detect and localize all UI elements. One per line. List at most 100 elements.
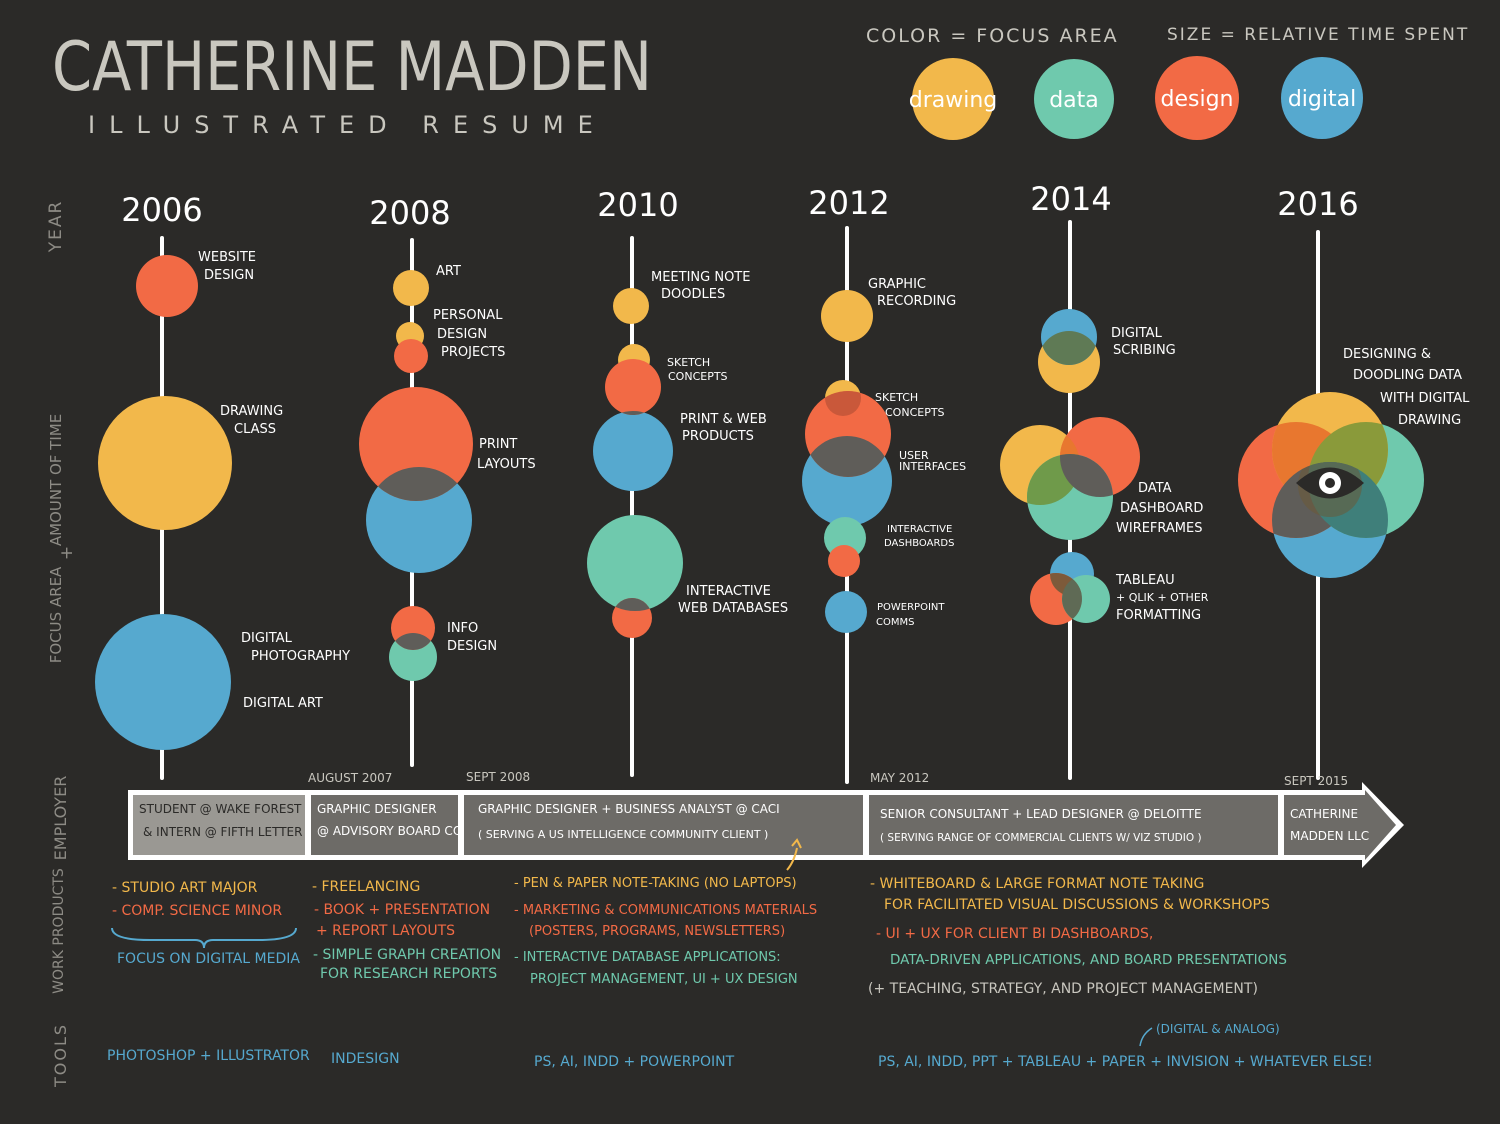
bubble-labels: WEBSITE DESIGN DRAWING CLASS DIGITAL PHOTOG…	[198, 250, 1470, 711]
svg-text:WIREFRAMES: WIREFRAMES	[1116, 521, 1203, 536]
wp-project-mgmt: PROJECT MANAGEMENT, UI + UX DESIGN	[530, 972, 798, 987]
label-dashboard-wireframes: DATA DASHBOARD WIREFRAMES	[1116, 481, 1203, 536]
tools-2006: PHOTOSHOP + ILLUSTRATOR	[107, 1048, 310, 1064]
label-personal-projects: PERSONAL DESIGN PROJECTS	[433, 308, 505, 360]
row-label-amount: AMOUNT OF TIME	[47, 414, 65, 546]
employer-dates: AUGUST 2007 SEPT 2008 MAY 2012 SEPT 2015	[308, 770, 1348, 788]
bubble-interactive-web-data	[587, 515, 683, 611]
svg-text:WEB DATABASES: WEB DATABASES	[678, 601, 788, 616]
wp-comp-science: - COMP. SCIENCE MINOR	[112, 903, 282, 919]
legend-label-drawing: drawing	[909, 88, 998, 113]
legend-label-digital: digital	[1288, 87, 1356, 112]
label-tableau: TABLEAU + QLIK + OTHER FORMATTING	[1115, 573, 1209, 623]
svg-text:CLASS: CLASS	[234, 422, 276, 437]
employer-text: STUDENT @ WAKE FOREST & INTERN @ FIFTH L…	[139, 802, 1369, 844]
svg-text:DRAWING: DRAWING	[220, 404, 283, 419]
svg-text:DOODLES: DOODLES	[661, 287, 725, 302]
svg-text:DASHBOARD: DASHBOARD	[1120, 501, 1203, 516]
svg-text:LAYOUTS: LAYOUTS	[477, 457, 536, 472]
label-art: ART	[436, 264, 461, 279]
brace-icon	[111, 927, 297, 949]
column-2010	[587, 288, 683, 638]
row-label-focus: FOCUS AREA	[47, 566, 65, 663]
label-drawing-class: DRAWING CLASS	[220, 404, 283, 437]
label-digital-scribing: DIGITAL SCRIBING	[1111, 326, 1176, 358]
bubble-user-interfaces-overlap	[805, 436, 891, 477]
svg-text:PRINT & WEB: PRINT & WEB	[680, 412, 767, 427]
label-graphic-recording: GRAPHIC RECORDING	[868, 277, 956, 309]
svg-text:PROJECTS: PROJECTS	[441, 345, 505, 360]
row-labels: YEAR AMOUNT OF TIME + FOCUS AREA EMPLOYE…	[46, 200, 77, 1088]
employer-4-line-1: SENIOR CONSULTANT + LEAD DESIGNER @ DELO…	[880, 807, 1202, 821]
row-label-employer: EMPLOYER	[51, 776, 70, 861]
date-aug-2007: AUGUST 2007	[308, 771, 392, 785]
svg-text:ART: ART	[436, 264, 461, 279]
employer-1-line-1: STUDENT @ WAKE FOREST	[139, 802, 302, 816]
employer-arrow	[128, 782, 1404, 868]
svg-text:DOODLING DATA: DOODLING DATA	[1353, 368, 1462, 383]
bubble-digital-photography	[95, 614, 231, 750]
svg-text:FORMATTING: FORMATTING	[1116, 608, 1201, 623]
svg-text:DESIGN: DESIGN	[437, 327, 487, 342]
resume-title: CATHERINE MADDEN	[52, 28, 652, 107]
employer-box-5	[1284, 790, 1396, 860]
label-print-layouts: PRINT LAYOUTS	[477, 437, 536, 472]
wp-teaching: (+ TEACHING, STRATEGY, AND PROJECT MANAG…	[868, 981, 1258, 997]
employer-5-line-2: MADDEN LLC	[1290, 829, 1369, 843]
svg-text:USER: USER	[899, 449, 929, 462]
year-2008: 2008	[369, 194, 450, 232]
wp-focus-digital: FOCUS ON DIGITAL MEDIA	[117, 951, 300, 967]
svg-text:DASHBOARDS: DASHBOARDS	[884, 538, 954, 549]
svg-text:PHOTOGRAPHY: PHOTOGRAPHY	[251, 649, 350, 664]
svg-text:INTERFACES: INTERFACES	[899, 460, 966, 473]
employer-2-line-1: GRAPHIC DESIGNER	[317, 802, 437, 816]
legend-dot-design	[1155, 56, 1239, 140]
bubble-info-design-overlap	[391, 633, 435, 650]
svg-text:TABLEAU: TABLEAU	[1115, 573, 1175, 588]
employer-5-line-1: CATHERINE	[1290, 807, 1358, 821]
wp-facilitated: FOR FACILITATED VISUAL DISCUSSIONS & WOR…	[884, 897, 1270, 913]
svg-text:PERSONAL: PERSONAL	[433, 308, 503, 323]
row-label-plus: +	[57, 546, 77, 560]
legend-label-design: design	[1161, 87, 1234, 112]
label-print-web: PRINT & WEB PRODUCTS	[680, 412, 767, 444]
wp-report-layouts: + REPORT LAYOUTS	[316, 923, 455, 939]
svg-text:DIGITAL: DIGITAL	[1111, 326, 1163, 341]
svg-text:DRAWING: DRAWING	[1398, 413, 1461, 428]
label-meeting-doodles: MEETING NOTE DOODLES	[651, 270, 750, 302]
employer-box-1	[133, 795, 305, 855]
employer-4-line-2: ( SERVING RANGE OF COMMERCIAL CLIENTS W/…	[880, 832, 1202, 844]
svg-text:SKETCH: SKETCH	[667, 356, 710, 369]
label-sketch-concepts-2012: SKETCH CONCEPTS	[875, 391, 945, 419]
label-interactive-web: INTERACTIVE WEB DATABASES	[678, 584, 788, 616]
employer-3-line-1: GRAPHIC DESIGNER + BUSINESS ANALYST @ CA…	[478, 802, 780, 816]
bubble-drawing-class	[98, 396, 232, 530]
bubble-interactive-dashboards-design	[828, 545, 860, 577]
employer-box-4	[869, 795, 1278, 855]
wp-simple-graph: - SIMPLE GRAPH CREATION	[313, 947, 501, 963]
bubble-digital-scribing-overlap	[1041, 331, 1097, 365]
wp-marketing: - MARKETING & COMMUNICATIONS MATERIALS	[514, 903, 817, 918]
svg-text:DIGITAL: DIGITAL	[241, 631, 293, 646]
year-2012: 2012	[808, 184, 889, 222]
label-powerpoint-comms: POWERPOINT COMMS	[876, 602, 945, 628]
year-2014: 2014	[1030, 180, 1111, 218]
legend-size-label: SIZE = RELATIVE TIME SPENT	[1167, 25, 1469, 45]
employer-1-line-2: & INTERN @ FIFTH LETTER	[143, 825, 302, 839]
label-digital-photography: DIGITAL PHOTOGRAPHY DIGITAL ART	[241, 631, 350, 711]
client-arrow-icon	[786, 838, 802, 871]
bubble-print-web-design	[605, 359, 661, 415]
wp-interactive-db: - INTERACTIVE DATABASE APPLICATIONS:	[514, 950, 781, 965]
legend: COLOR = FOCUS AREA SIZE = RELATIVE TIME …	[866, 25, 1469, 140]
bubble-powerpoint-comms	[825, 591, 867, 633]
legend-dot-digital	[1281, 57, 1363, 139]
label-designing-doodling: DESIGNING & DOODLING DATA WITH DIGITAL DRAW…	[1343, 347, 1470, 428]
row-label-tools: TOOLS	[51, 1023, 70, 1088]
svg-text:GRAPHIC: GRAPHIC	[868, 277, 926, 292]
employer-box-2	[311, 795, 458, 855]
date-sept-2015: SEPT 2015	[1284, 774, 1348, 788]
tools-2012-2016: PS, AI, INDD, PPT + TABLEAU + PAPER + IN…	[878, 1054, 1373, 1070]
row-label-work: WORK PRODUCTS	[51, 868, 67, 994]
svg-text:COMMS: COMMS	[876, 617, 914, 628]
tools-note-arrow-icon	[1139, 1027, 1153, 1047]
